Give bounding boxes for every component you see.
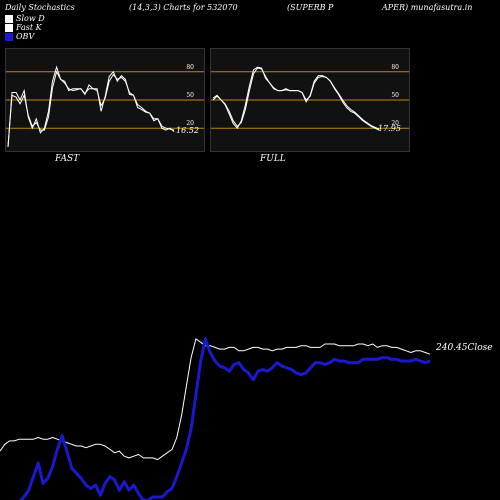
obv-line	[19, 337, 431, 500]
fast-level-20-tick: 20	[186, 120, 194, 127]
legend-swatch-obv	[5, 32, 13, 41]
legend-fast-k: Fast K	[5, 23, 42, 32]
full-level-80-tick: 80	[391, 64, 399, 71]
fast-series-fast-k-line	[7, 65, 175, 148]
stock-name-part2: APER) munafasutra.in	[382, 3, 473, 12]
fast-stochastic-panel: 20 50 80	[5, 48, 205, 152]
legend-swatch-fast-k	[5, 23, 13, 32]
legend-label-slow-d: Slow D	[16, 14, 45, 23]
chart-title: Daily Stochastics	[5, 3, 75, 12]
legend-label-obv: OBV	[16, 32, 35, 41]
stock-name-part1: (SUPERB P	[287, 3, 334, 12]
fast-panel-label: FAST	[55, 154, 80, 164]
close-price-label: 240.45Close	[436, 343, 493, 353]
full-level-20-tick: 20	[391, 120, 399, 127]
legend-obv: OBV	[5, 32, 34, 41]
full-last-value: 17.95	[378, 124, 401, 133]
fast-last-value: 16.52	[176, 126, 199, 135]
full-series-fast-k-line	[212, 66, 380, 131]
chart-subtitle: (14,3,3) Charts for 532070	[129, 3, 238, 12]
price-close-line	[0, 338, 431, 461]
fast-stochastic-chart: 20 50 80	[6, 64, 204, 148]
full-stochastic-panel: 20 50 80	[210, 48, 410, 152]
full-stochastic-chart: 20 50 80	[211, 64, 409, 131]
legend-slow-d: Slow D	[5, 14, 45, 23]
legend-label-fast-k: Fast K	[16, 23, 42, 32]
fast-level-50-tick: 50	[186, 92, 194, 99]
fast-level-80-tick: 80	[186, 64, 194, 71]
full-panel-label: FULL	[260, 154, 286, 164]
legend-swatch-slow-d	[5, 14, 13, 23]
full-series-slow-d-line	[212, 67, 380, 130]
full-level-50-tick: 50	[391, 92, 399, 99]
fast-series-slow-d-line	[7, 70, 175, 148]
